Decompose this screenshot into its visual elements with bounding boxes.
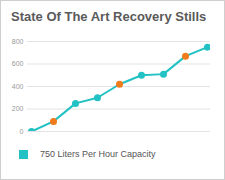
svg-text:800: 800 xyxy=(12,38,24,45)
svg-text:200: 200 xyxy=(12,105,24,112)
svg-text:400: 400 xyxy=(12,83,24,90)
html-text:State Of The Art Recovery Stil: State Of The Art Recovery Stills xyxy=(11,9,207,24)
html-text:750 Liters Per Hour Capacity: 750 Liters Per Hour Capacity xyxy=(40,149,156,159)
svg-text:600: 600 xyxy=(12,60,24,67)
svg-text:0: 0 xyxy=(20,128,24,135)
